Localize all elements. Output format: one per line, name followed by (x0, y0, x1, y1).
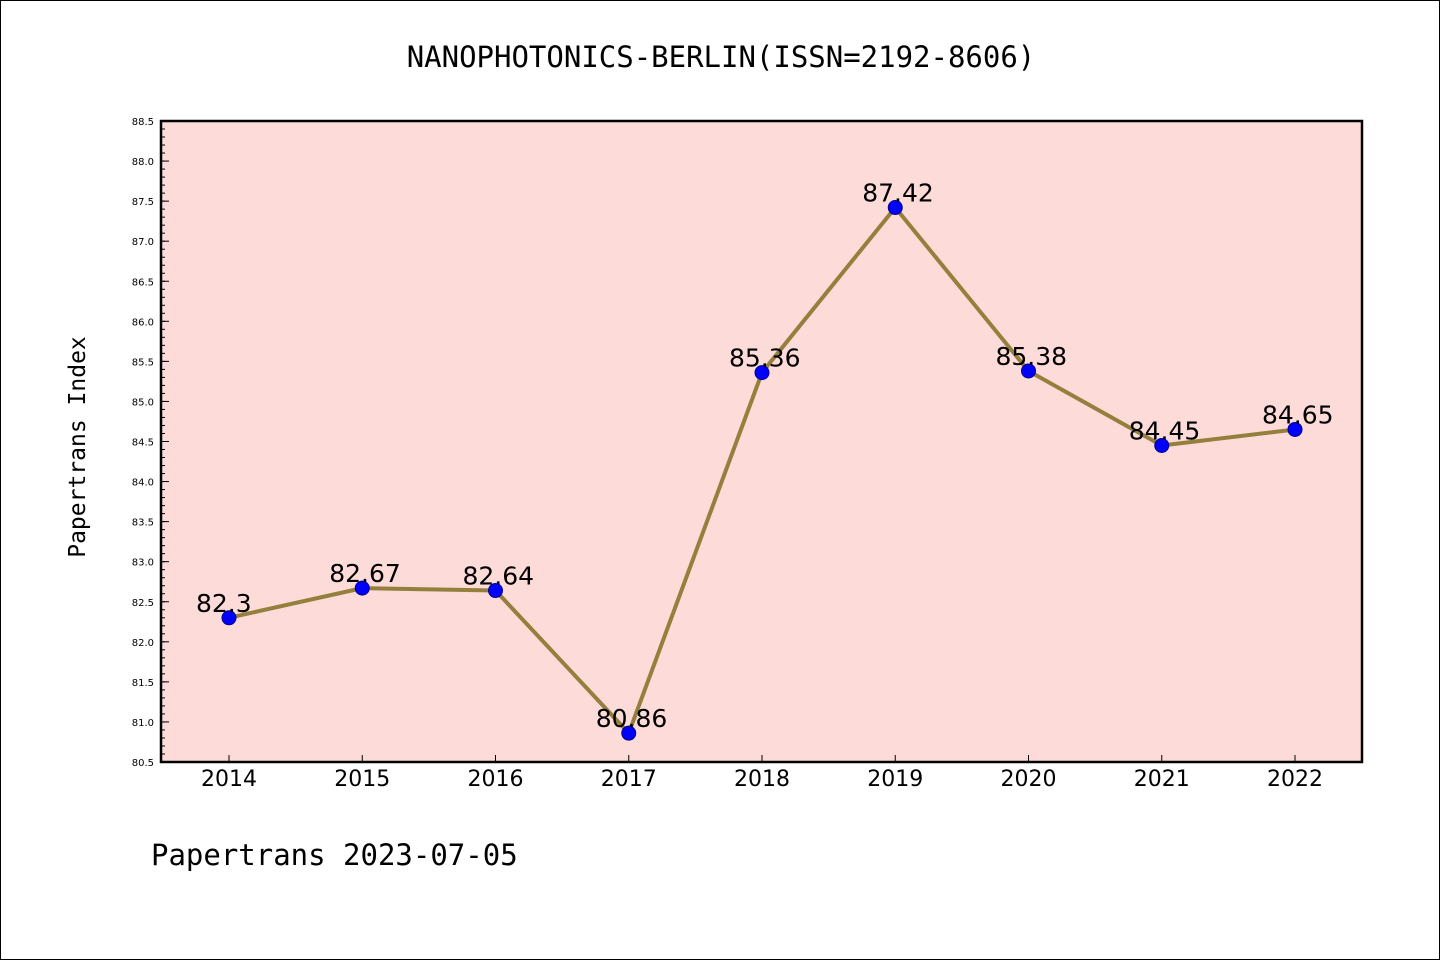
y-axis-ticks: 80.5 81.0 81.5 82.0 82.5 83.0 83.5 84.0 84.5 85.0… (132, 117, 169, 769)
x-tick-label: 2020 (1001, 767, 1057, 792)
data-point (887, 200, 903, 216)
data-label: 84.65 (1262, 400, 1334, 429)
data-point (1287, 421, 1303, 437)
y-tick-label: 86.0 (132, 317, 154, 328)
x-tick-label: 2018 (734, 767, 790, 792)
data-point (1154, 438, 1170, 454)
data-label: 85.36 (729, 344, 801, 373)
y-tick-label: 85.5 (132, 357, 154, 368)
y-tick-label: 83.5 (132, 518, 154, 529)
y-tick-label: 82.5 (132, 598, 154, 609)
x-tick-label: 2022 (1267, 767, 1323, 792)
x-tick-label: 2017 (601, 767, 657, 792)
y-tick-label: 88.5 (132, 117, 154, 128)
data-point (221, 610, 237, 626)
data-point (1021, 363, 1036, 379)
x-tick-label: 2019 (867, 767, 923, 792)
y-tick-label: 81.5 (132, 678, 154, 689)
y-tick-label: 86.5 (132, 277, 154, 288)
plot-border (159, 119, 1364, 764)
data-label: 82.3 (196, 589, 252, 618)
data-label: 82.64 (463, 562, 535, 591)
data-label: 87.42 (862, 179, 934, 208)
x-tick-label: 2021 (1134, 767, 1190, 792)
y-tick-label: 82.0 (132, 638, 154, 649)
y-tick-label: 85.0 (132, 397, 154, 408)
y-tick-label: 87.0 (132, 237, 154, 248)
data-point (354, 580, 370, 596)
x-tick-label: 2016 (468, 767, 524, 792)
y-tick-label: 87.5 (132, 197, 154, 208)
data-label: 82.67 (329, 559, 401, 588)
y-tick-label: 84.0 (132, 478, 154, 489)
x-tick-label: 2014 (201, 767, 257, 792)
data-label: 80.86 (596, 704, 668, 733)
y-tick-label: 83.0 (132, 558, 154, 569)
x-tick-label: 2015 (334, 767, 390, 792)
data-label: 85.38 (996, 342, 1068, 371)
y-tick-label: 80.5 (132, 758, 154, 769)
chart-title: NANOPHOTONICS-BERLIN(ISSN=2192-8606) (407, 40, 1036, 74)
y-tick-label: 84.5 (132, 438, 154, 449)
data-point (488, 583, 503, 599)
x-axis-ticks: 2014 2015 2016 2017 2018 2019 2020 2021 2022 (201, 755, 1323, 792)
y-tick-label: 88.0 (132, 157, 154, 168)
footer-text: Papertrans 2023-07-05 (151, 838, 518, 872)
data-point (754, 365, 770, 381)
data-point (621, 725, 637, 741)
data-labels-group: 82.3 82.67 82.64 80.86 85.36 87.42 85.38 84.45 8… (196, 179, 1334, 734)
y-axis-label: Papertrans Index (65, 336, 91, 558)
y-tick-label: 81.0 (132, 718, 154, 729)
data-label: 84.45 (1129, 417, 1201, 446)
series-line-group (221, 200, 1303, 741)
